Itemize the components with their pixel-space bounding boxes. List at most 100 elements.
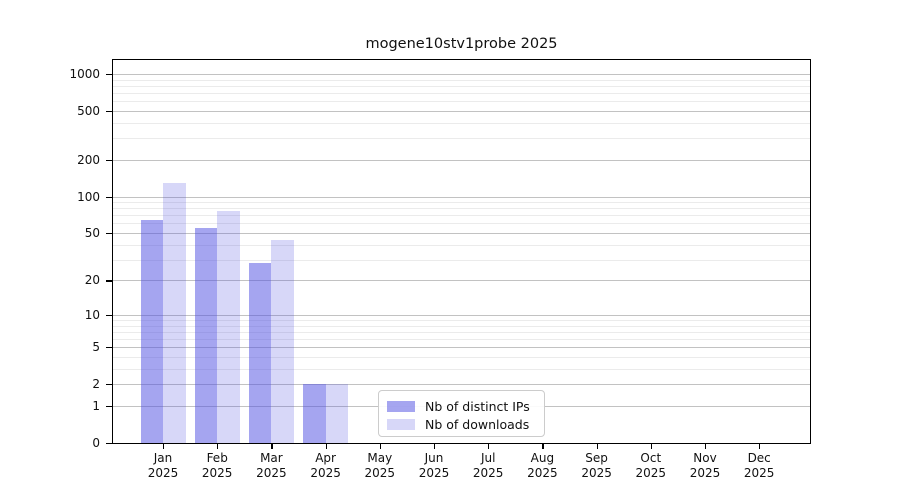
- gridline-minor: [113, 138, 810, 140]
- bar-distinct-ips-jan: [140, 220, 163, 443]
- gridline-minor: [113, 244, 810, 246]
- x-tick-month: Jan: [153, 451, 173, 465]
- gridline-minor: [113, 339, 810, 341]
- x-tick-mark: [759, 444, 761, 449]
- x-tick-mark: [596, 444, 598, 449]
- y-tick-mark: [106, 111, 112, 113]
- gridline-minor: [113, 122, 810, 124]
- x-tick-month: Jun: [424, 451, 444, 465]
- x-tick-year: 2025: [689, 466, 721, 480]
- x-tick-mark: [650, 444, 652, 449]
- x-tick-mark: [488, 444, 490, 449]
- x-tick-mark: [163, 444, 165, 449]
- x-tick-mark: [271, 444, 273, 449]
- bar-downloads-feb: [217, 211, 240, 443]
- x-tick-year: 2025: [581, 466, 612, 480]
- gridline-major: [113, 196, 810, 198]
- y-tick-mark: [106, 233, 112, 235]
- gridline-minor: [113, 331, 810, 333]
- legend-item-downloads: Nb of downloads: [387, 415, 536, 433]
- x-tick-label: May 2025: [350, 451, 410, 481]
- y-tick-label: 1: [92, 399, 100, 413]
- gridline-major: [113, 384, 810, 386]
- x-tick-year: 2025: [527, 466, 558, 480]
- bar-downloads-mar: [271, 239, 294, 443]
- x-tick-month: Feb: [206, 451, 228, 465]
- gridline-minor: [113, 357, 810, 358]
- x-tick-mark: [379, 444, 381, 449]
- x-tick-mark: [434, 444, 436, 449]
- gridline-minor: [113, 85, 810, 87]
- gridline-major: [113, 347, 810, 349]
- y-tick-mark: [106, 314, 112, 317]
- bar-distinct-ips-apr: [303, 384, 326, 443]
- legend-swatch-distinct-ips: [387, 400, 415, 412]
- y-tick-mark: [106, 347, 112, 349]
- x-tick-year: 2025: [635, 466, 667, 480]
- x-tick-year: 2025: [418, 466, 450, 480]
- x-tick-label: Jan 2025: [133, 451, 193, 481]
- legend-label-distinct-ips: Nb of distinct IPs: [425, 398, 530, 414]
- y-tick-mark: [106, 159, 112, 161]
- y-tick-label: 100: [77, 189, 100, 204]
- x-tick-year: 2025: [310, 466, 341, 480]
- gridline-minor: [113, 101, 810, 103]
- y-tick-label: 1000: [69, 67, 100, 81]
- x-tick-mark: [217, 444, 219, 449]
- y-tick-label: 20: [84, 273, 100, 288]
- legend-swatch-downloads: [387, 418, 415, 430]
- gridline-minor: [113, 202, 810, 204]
- y-tick-label: 5: [92, 340, 100, 355]
- y-tick-label: 200: [77, 152, 100, 167]
- gridline-major: [113, 233, 810, 234]
- gridline-major: [113, 314, 810, 316]
- x-tick-label: Sep 2025: [567, 451, 627, 481]
- x-tick-label: Jul 2025: [458, 451, 518, 481]
- bar-distinct-ips-mar: [248, 263, 272, 443]
- y-tick-mark: [106, 74, 112, 76]
- chart-title: mogene10stv1probe 2025: [365, 36, 558, 52]
- gridline-minor: [113, 79, 810, 81]
- x-tick-year: 2025: [201, 466, 233, 480]
- gridline-minor: [113, 259, 810, 261]
- legend-label-downloads: Nb of downloads: [425, 416, 530, 432]
- y-tick-label: 2: [92, 377, 100, 392]
- x-tick-label: Oct 2025: [621, 451, 681, 481]
- x-tick-month: Dec: [747, 451, 771, 465]
- x-tick-mark: [705, 444, 707, 449]
- x-tick-month: Oct: [640, 451, 662, 465]
- x-tick-label: Mar 2025: [241, 451, 301, 481]
- gridline-major: [113, 111, 810, 112]
- x-tick-label: Dec 2025: [729, 451, 789, 481]
- x-tick-month: Sep: [585, 451, 608, 465]
- y-tick-label: 50: [84, 226, 100, 240]
- x-tick-year: 2025: [743, 466, 775, 480]
- x-tick-year: 2025: [256, 466, 287, 480]
- gridline-minor: [113, 215, 810, 217]
- bar-downloads-apr: [325, 384, 349, 443]
- gridline-major: [113, 280, 810, 282]
- gridline-minor: [113, 223, 810, 225]
- legend-item-distinct-ips: Nb of distinct IPs: [387, 397, 536, 415]
- x-tick-month: Mar: [260, 451, 283, 465]
- x-tick-year: 2025: [472, 466, 504, 480]
- y-tick-mark: [106, 384, 112, 386]
- gridline-minor: [113, 93, 810, 94]
- x-tick-year: 2025: [364, 466, 396, 480]
- x-tick-month: May: [367, 451, 393, 465]
- x-tick-label: Jun 2025: [404, 451, 464, 481]
- x-tick-year: 2025: [147, 466, 179, 480]
- bar-downloads-jan: [163, 182, 186, 443]
- y-tick-mark: [106, 443, 112, 445]
- x-tick-label: Aug 2025: [512, 451, 572, 481]
- gridline-minor: [113, 369, 810, 370]
- x-tick-month: Apr: [315, 451, 336, 465]
- y-tick-label: 0: [92, 436, 100, 450]
- legend: Nb of distinct IPs Nb of downloads: [378, 390, 545, 437]
- x-tick-label: Feb 2025: [187, 451, 247, 481]
- gridline-minor: [113, 208, 810, 210]
- y-tick-mark: [106, 406, 112, 408]
- x-tick-label: Nov 2025: [675, 451, 735, 481]
- gridline-major: [113, 74, 810, 75]
